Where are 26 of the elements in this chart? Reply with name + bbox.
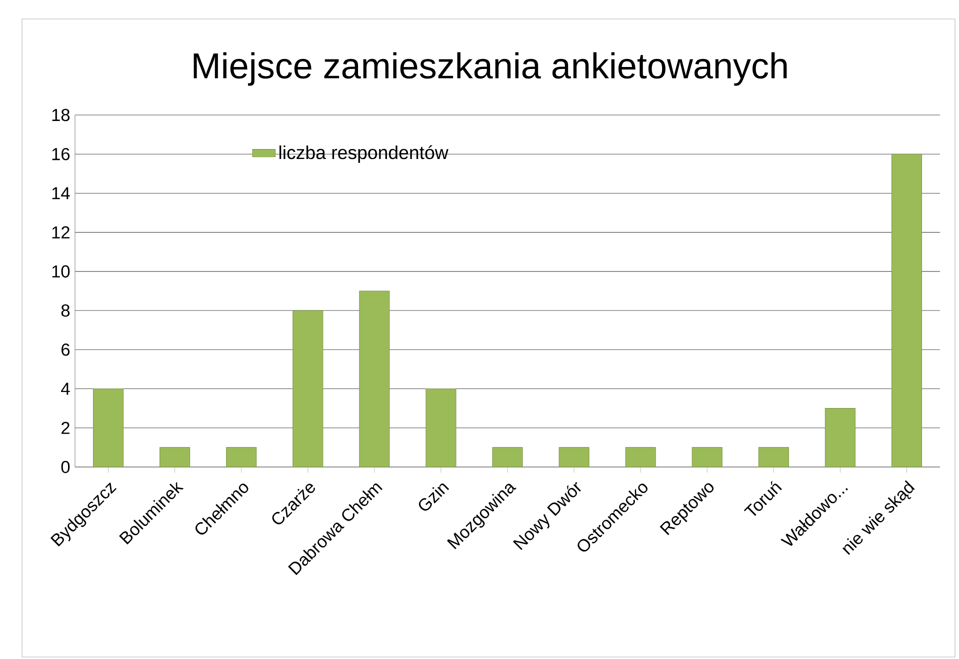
chart-title: Miejsce zamieszkania ankietowanych — [194, 52, 787, 86]
bar — [93, 388, 124, 467]
y-tick-label: 18 — [52, 108, 70, 122]
bar — [625, 447, 656, 467]
bar — [891, 154, 922, 467]
bar — [758, 447, 789, 467]
bar — [824, 408, 856, 467]
y-tick-label: 8 — [61, 304, 70, 317]
bar — [558, 447, 590, 467]
bar — [292, 310, 324, 467]
bar — [226, 447, 257, 467]
bar — [692, 447, 722, 467]
y-tick-label: 12 — [52, 226, 70, 238]
legend-label: liczba respondentów — [279, 145, 448, 163]
y-tick-label: 2 — [62, 422, 70, 434]
bar — [492, 447, 523, 467]
bar — [426, 388, 456, 467]
y-tick-label: 10 — [52, 265, 70, 278]
bar — [160, 447, 190, 467]
x-tick-label: Gzin — [418, 483, 450, 511]
y-tick-label: 16 — [52, 148, 70, 160]
bar — [359, 290, 390, 467]
y-tick-label: 4 — [61, 382, 70, 395]
y-tick-label: 14 — [52, 187, 70, 200]
y-tick-label: 6 — [62, 344, 70, 356]
y-tick-label: 0 — [61, 460, 70, 474]
